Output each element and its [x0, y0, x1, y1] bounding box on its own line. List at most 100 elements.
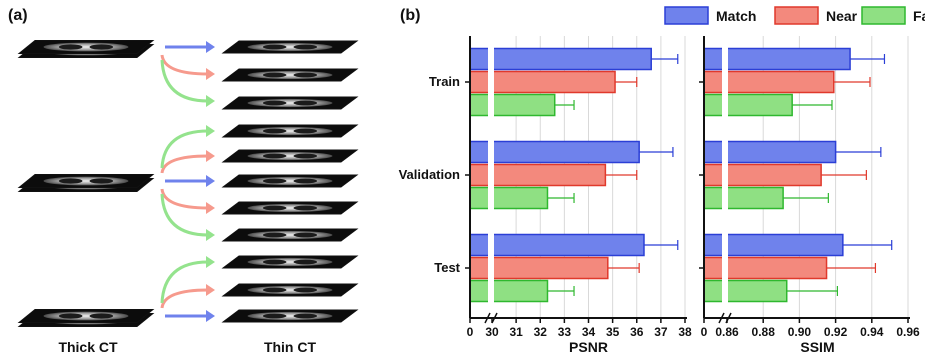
thin-ct-slice	[221, 174, 359, 188]
arrow-match	[165, 175, 215, 187]
bar-far	[703, 279, 788, 303]
body-outline	[43, 42, 129, 52]
chart-area: Train Validation Test 0 30 31 32 33 34 35 36 37 38 PS…	[399, 34, 920, 355]
lung-left	[58, 178, 83, 184]
lung-right	[293, 128, 318, 134]
thin-ct-slice	[221, 96, 359, 110]
lung-right	[293, 232, 318, 238]
arrow-shaft	[160, 188, 209, 210]
arrow-far	[160, 125, 215, 169]
category-label: Validation	[399, 167, 460, 182]
arrow-head	[206, 68, 215, 80]
category-label: Train	[429, 74, 460, 89]
body-outline	[247, 311, 333, 321]
thin-ct-slice	[221, 283, 359, 297]
arrow-match	[165, 41, 215, 53]
panel-a-label: (a)	[8, 7, 28, 24]
body-outline	[247, 285, 333, 295]
category-label: Test	[434, 260, 460, 275]
lung-left	[262, 313, 287, 319]
body-outline	[247, 257, 333, 267]
x-tick-label: 0.90	[788, 325, 812, 339]
thin-ct-slice	[221, 228, 359, 242]
bar-far	[703, 186, 784, 210]
x-tick-label: 34	[582, 325, 596, 339]
lung-right	[293, 100, 318, 106]
lung-right	[293, 313, 318, 319]
arrow-shaft	[160, 54, 209, 76]
thin-ct-slice	[221, 68, 359, 82]
x-tick-label: 30	[485, 325, 499, 339]
arrow-near	[160, 54, 215, 80]
legend: Match Near Far	[664, 6, 925, 25]
body-outline	[247, 70, 333, 80]
lung-right	[89, 313, 114, 319]
chart-psnr: 0 30 31 32 33 34 35 36 37 38 PSNR	[465, 34, 692, 355]
arrow-shaft	[160, 154, 209, 174]
arrow-shaft	[160, 193, 209, 237]
lung-left	[262, 259, 287, 265]
arrow-head	[206, 284, 215, 296]
x-tick-label: 0.96	[896, 325, 920, 339]
body-outline	[247, 42, 333, 52]
lung-left	[262, 205, 287, 211]
legend-label-match: Match	[716, 8, 756, 24]
arrow-head	[206, 41, 215, 53]
x-tick-label: 35	[606, 325, 620, 339]
arrow-head	[206, 175, 215, 187]
thick-ct-slice	[17, 174, 155, 188]
x-tick-label: 38	[678, 325, 692, 339]
lung-right	[293, 72, 318, 78]
lung-left	[262, 100, 287, 106]
x-tick-label: 32	[534, 325, 548, 339]
x-tick-label: 36	[630, 325, 644, 339]
arrow-near	[160, 284, 215, 309]
arrow-shaft	[160, 129, 209, 169]
lung-right	[293, 205, 318, 211]
thin-ct-slice	[221, 255, 359, 269]
bar-match	[469, 140, 640, 164]
body-outline	[247, 176, 333, 186]
body-outline	[247, 230, 333, 240]
lung-right	[293, 178, 318, 184]
lung-right	[89, 178, 114, 184]
thick-ct-slice	[17, 309, 155, 323]
x-tick-label: 31	[509, 325, 523, 339]
axis-break-gap	[488, 34, 494, 318]
lung-left	[262, 72, 287, 78]
arrow-near	[160, 188, 215, 214]
lung-left	[262, 178, 287, 184]
legend-swatch-near	[774, 6, 819, 25]
thin-ct-slice	[221, 201, 359, 215]
arrow-far	[160, 193, 215, 241]
body-outline	[247, 203, 333, 213]
x-tick-label: 0	[701, 325, 708, 339]
x-tick-label: 0	[467, 325, 474, 339]
lung-right	[293, 44, 318, 50]
thin-ct-slice	[221, 40, 359, 54]
bar-near	[703, 163, 822, 187]
legend-label-far: Far	[913, 8, 925, 24]
axis-break-mark	[491, 312, 498, 324]
body-outline	[247, 126, 333, 136]
x-tick-label: 37	[654, 325, 668, 339]
arrow-head	[206, 150, 215, 162]
lung-right	[293, 153, 318, 159]
arrow-head	[206, 202, 215, 214]
x-axis-label: PSNR	[569, 339, 608, 355]
lung-left	[262, 153, 287, 159]
legend-swatch-match	[664, 6, 709, 25]
legend-swatch-far	[861, 6, 906, 25]
arrow-head	[206, 125, 215, 137]
arrow-shaft	[160, 59, 209, 103]
bar-far	[469, 279, 549, 303]
panel-b-label: (b)	[400, 7, 420, 24]
bar-far	[469, 93, 556, 117]
axis-break-mark	[484, 312, 491, 324]
lung-left	[262, 128, 287, 134]
lung-right	[89, 44, 114, 50]
body-outline	[247, 98, 333, 108]
axis-break-mark	[718, 312, 725, 324]
thin-ct-slice	[221, 309, 359, 323]
